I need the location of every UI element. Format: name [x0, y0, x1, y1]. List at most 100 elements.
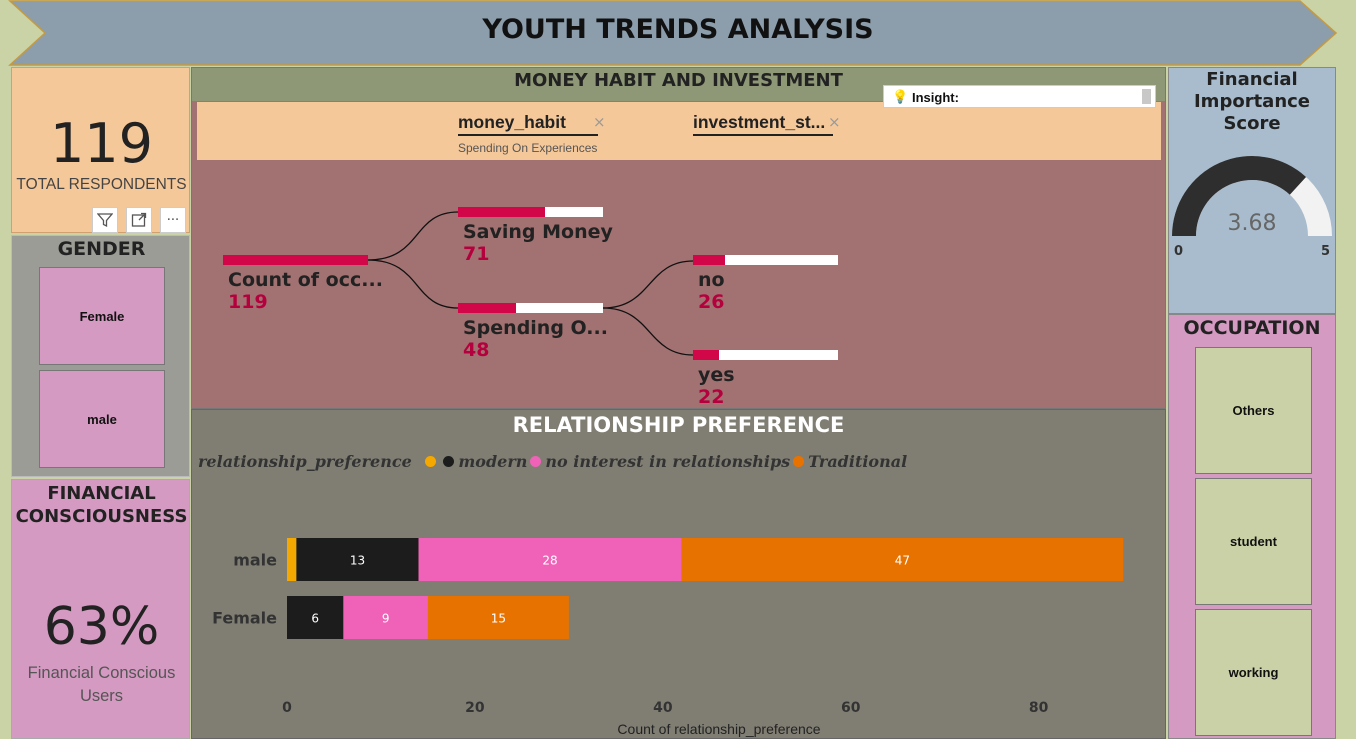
gauge-max-label: 5 [1321, 244, 1331, 259]
x-tick-label: 80 [1029, 700, 1049, 716]
bar-segment[interactable] [681, 538, 1124, 581]
x-axis-title: Count of relationship_preference [617, 721, 820, 737]
filter-chip-money-habit[interactable]: money_habit × Spending On Experiences [458, 112, 606, 155]
legend-label: Traditional [808, 452, 908, 471]
legend-item[interactable]: modern [443, 452, 527, 471]
insight-box[interactable]: 💡 Insight: [883, 85, 1156, 108]
x-tick-label: 60 [841, 700, 861, 716]
occupation-title: OCCUPATION [1183, 317, 1321, 339]
decomposition-filter-bar: money_habit × Spending On Experiences in… [197, 102, 1161, 160]
financial-consciousness-label: Financial Conscious Users [12, 662, 191, 708]
fi-title-line2: Importance Score [1193, 91, 1311, 134]
financial-importance-card[interactable]: Financial Importance Score 3.68 0 5 [1168, 67, 1336, 314]
tree-node-value: 26 [698, 291, 725, 313]
data-label: 28 [542, 554, 557, 568]
tree-node-label: yes [698, 364, 735, 386]
financial-consciousness-value: 63% [43, 597, 160, 657]
filter-chip-name: money_habit [458, 112, 598, 136]
chart-legend: relationship_preference modern no interes… [198, 452, 910, 471]
filter-chip-name: investment_st... [693, 112, 833, 136]
focus-mode-icon[interactable] [126, 207, 152, 233]
visual-header-toolbar: ··· [92, 207, 186, 233]
fc-title-line2: CONSCIOUSNESS [15, 506, 188, 527]
tree-node-bar [458, 303, 603, 313]
money-habit-panel: MONEY HABIT AND INVESTMENT money_habit ×… [191, 67, 1166, 409]
legend-item[interactable] [425, 456, 440, 467]
legend-title: relationship_preference [198, 452, 412, 471]
gender-option-male[interactable]: male [39, 370, 165, 468]
fi-title-line1: Financial [1206, 69, 1298, 90]
tree-node-bar [458, 207, 603, 217]
bar-segment[interactable] [418, 538, 682, 581]
data-label: 15 [491, 612, 506, 626]
legend-marker [530, 456, 542, 467]
tree-node-saving-money[interactable]: Saving Money 71 [458, 207, 613, 265]
tree-node-value: 22 [698, 386, 725, 407]
tree-connectors [367, 211, 694, 356]
legend-label: modern [458, 452, 528, 471]
bar-segment[interactable] [296, 538, 419, 581]
gender-slicer: GENDER Female male [11, 235, 190, 477]
fc-label-line1: Financial Conscious [27, 664, 176, 682]
filter-icon[interactable] [92, 207, 118, 233]
filter-chip-value: Spending On Experiences [458, 141, 598, 155]
gender-title: GENDER [57, 238, 146, 260]
tree-node-bar [223, 255, 368, 265]
importance-gauge: 3.68 [1172, 156, 1332, 236]
tree-node-value: 119 [228, 291, 268, 313]
relationship-bar-chart: male 13 28 47 Female 6 9 15 0 20 40 60 80 Count of re… [212, 538, 1124, 737]
relationship-preference-title: RELATIONSHIP PREFERENCE [512, 413, 845, 437]
bar-segment[interactable] [427, 596, 569, 639]
bar-segment[interactable] [343, 596, 428, 639]
gauge-min-label: 0 [1174, 244, 1184, 259]
financial-consciousness-title: FINANCIAL CONSCIOUSNESS [12, 482, 191, 528]
occupation-option-others[interactable]: Others [1195, 347, 1312, 474]
occupation-slicer: OCCUPATION Others student working [1168, 314, 1336, 739]
gauge-fill [1172, 156, 1307, 236]
data-label: 9 [382, 612, 390, 626]
total-respondents-value: 119 [49, 112, 154, 175]
tree-node-spending[interactable]: Spending O... 48 [458, 303, 608, 361]
money-habit-title: MONEY HABIT AND INVESTMENT [514, 70, 843, 91]
bar-segment[interactable] [287, 538, 297, 581]
legend-item[interactable]: Traditional [793, 452, 907, 471]
more-options-icon[interactable]: ··· [160, 207, 186, 233]
occupation-option-student[interactable]: student [1195, 478, 1312, 605]
data-label: 13 [350, 554, 365, 568]
bar-segment[interactable] [287, 596, 344, 639]
tree-node-root[interactable]: Count of occ... 119 [223, 255, 383, 313]
legend-item[interactable]: no interest in relationships [530, 452, 790, 471]
total-respondents-card[interactable]: 119 TOTAL RESPONDENTS [11, 67, 190, 233]
relationship-preference-panel: RELATIONSHIP PREFERENCE relationship_pre… [191, 409, 1166, 739]
legend-marker [425, 456, 437, 467]
occupation-option-working[interactable]: working [1195, 609, 1312, 736]
insight-scrollbar[interactable] [1142, 89, 1151, 104]
financial-importance-title: Financial Importance Score [1169, 69, 1335, 135]
x-tick-label: 0 [282, 700, 292, 716]
financial-consciousness-card[interactable]: FINANCIAL CONSCIOUSNESS 63% Financial Co… [11, 479, 190, 739]
filter-chip-investment[interactable]: investment_st... × [693, 112, 841, 136]
legend-marker [443, 456, 455, 467]
tree-node-no[interactable]: no 26 [693, 255, 838, 313]
remove-filter-icon[interactable]: × [593, 113, 606, 131]
data-label: 6 [311, 612, 319, 626]
gauge-value: 3.68 [1228, 211, 1277, 236]
legend-marker [793, 456, 805, 467]
tree-node-value: 71 [463, 243, 490, 265]
tree-node-yes[interactable]: yes 22 [693, 350, 838, 407]
tree-node-label: no [698, 269, 725, 291]
total-respondents-label: TOTAL RESPONDENTS [16, 176, 187, 193]
title-banner [8, 0, 1356, 66]
tree-node-bar [693, 255, 838, 265]
category-label: male [233, 551, 277, 570]
x-tick-label: 20 [465, 700, 485, 716]
gender-option-female[interactable]: Female [39, 267, 165, 365]
tree-node-label: Spending O... [463, 317, 608, 339]
remove-filter-icon[interactable]: × [828, 113, 841, 131]
tree-node-label: Saving Money [463, 221, 613, 243]
fc-title-line1: FINANCIAL [47, 483, 156, 504]
lightbulb-icon: 💡 [892, 89, 909, 104]
legend-label: no interest in relationships [545, 452, 791, 471]
tree-node-bar [693, 350, 838, 360]
insight-label: Insight: [912, 90, 959, 105]
